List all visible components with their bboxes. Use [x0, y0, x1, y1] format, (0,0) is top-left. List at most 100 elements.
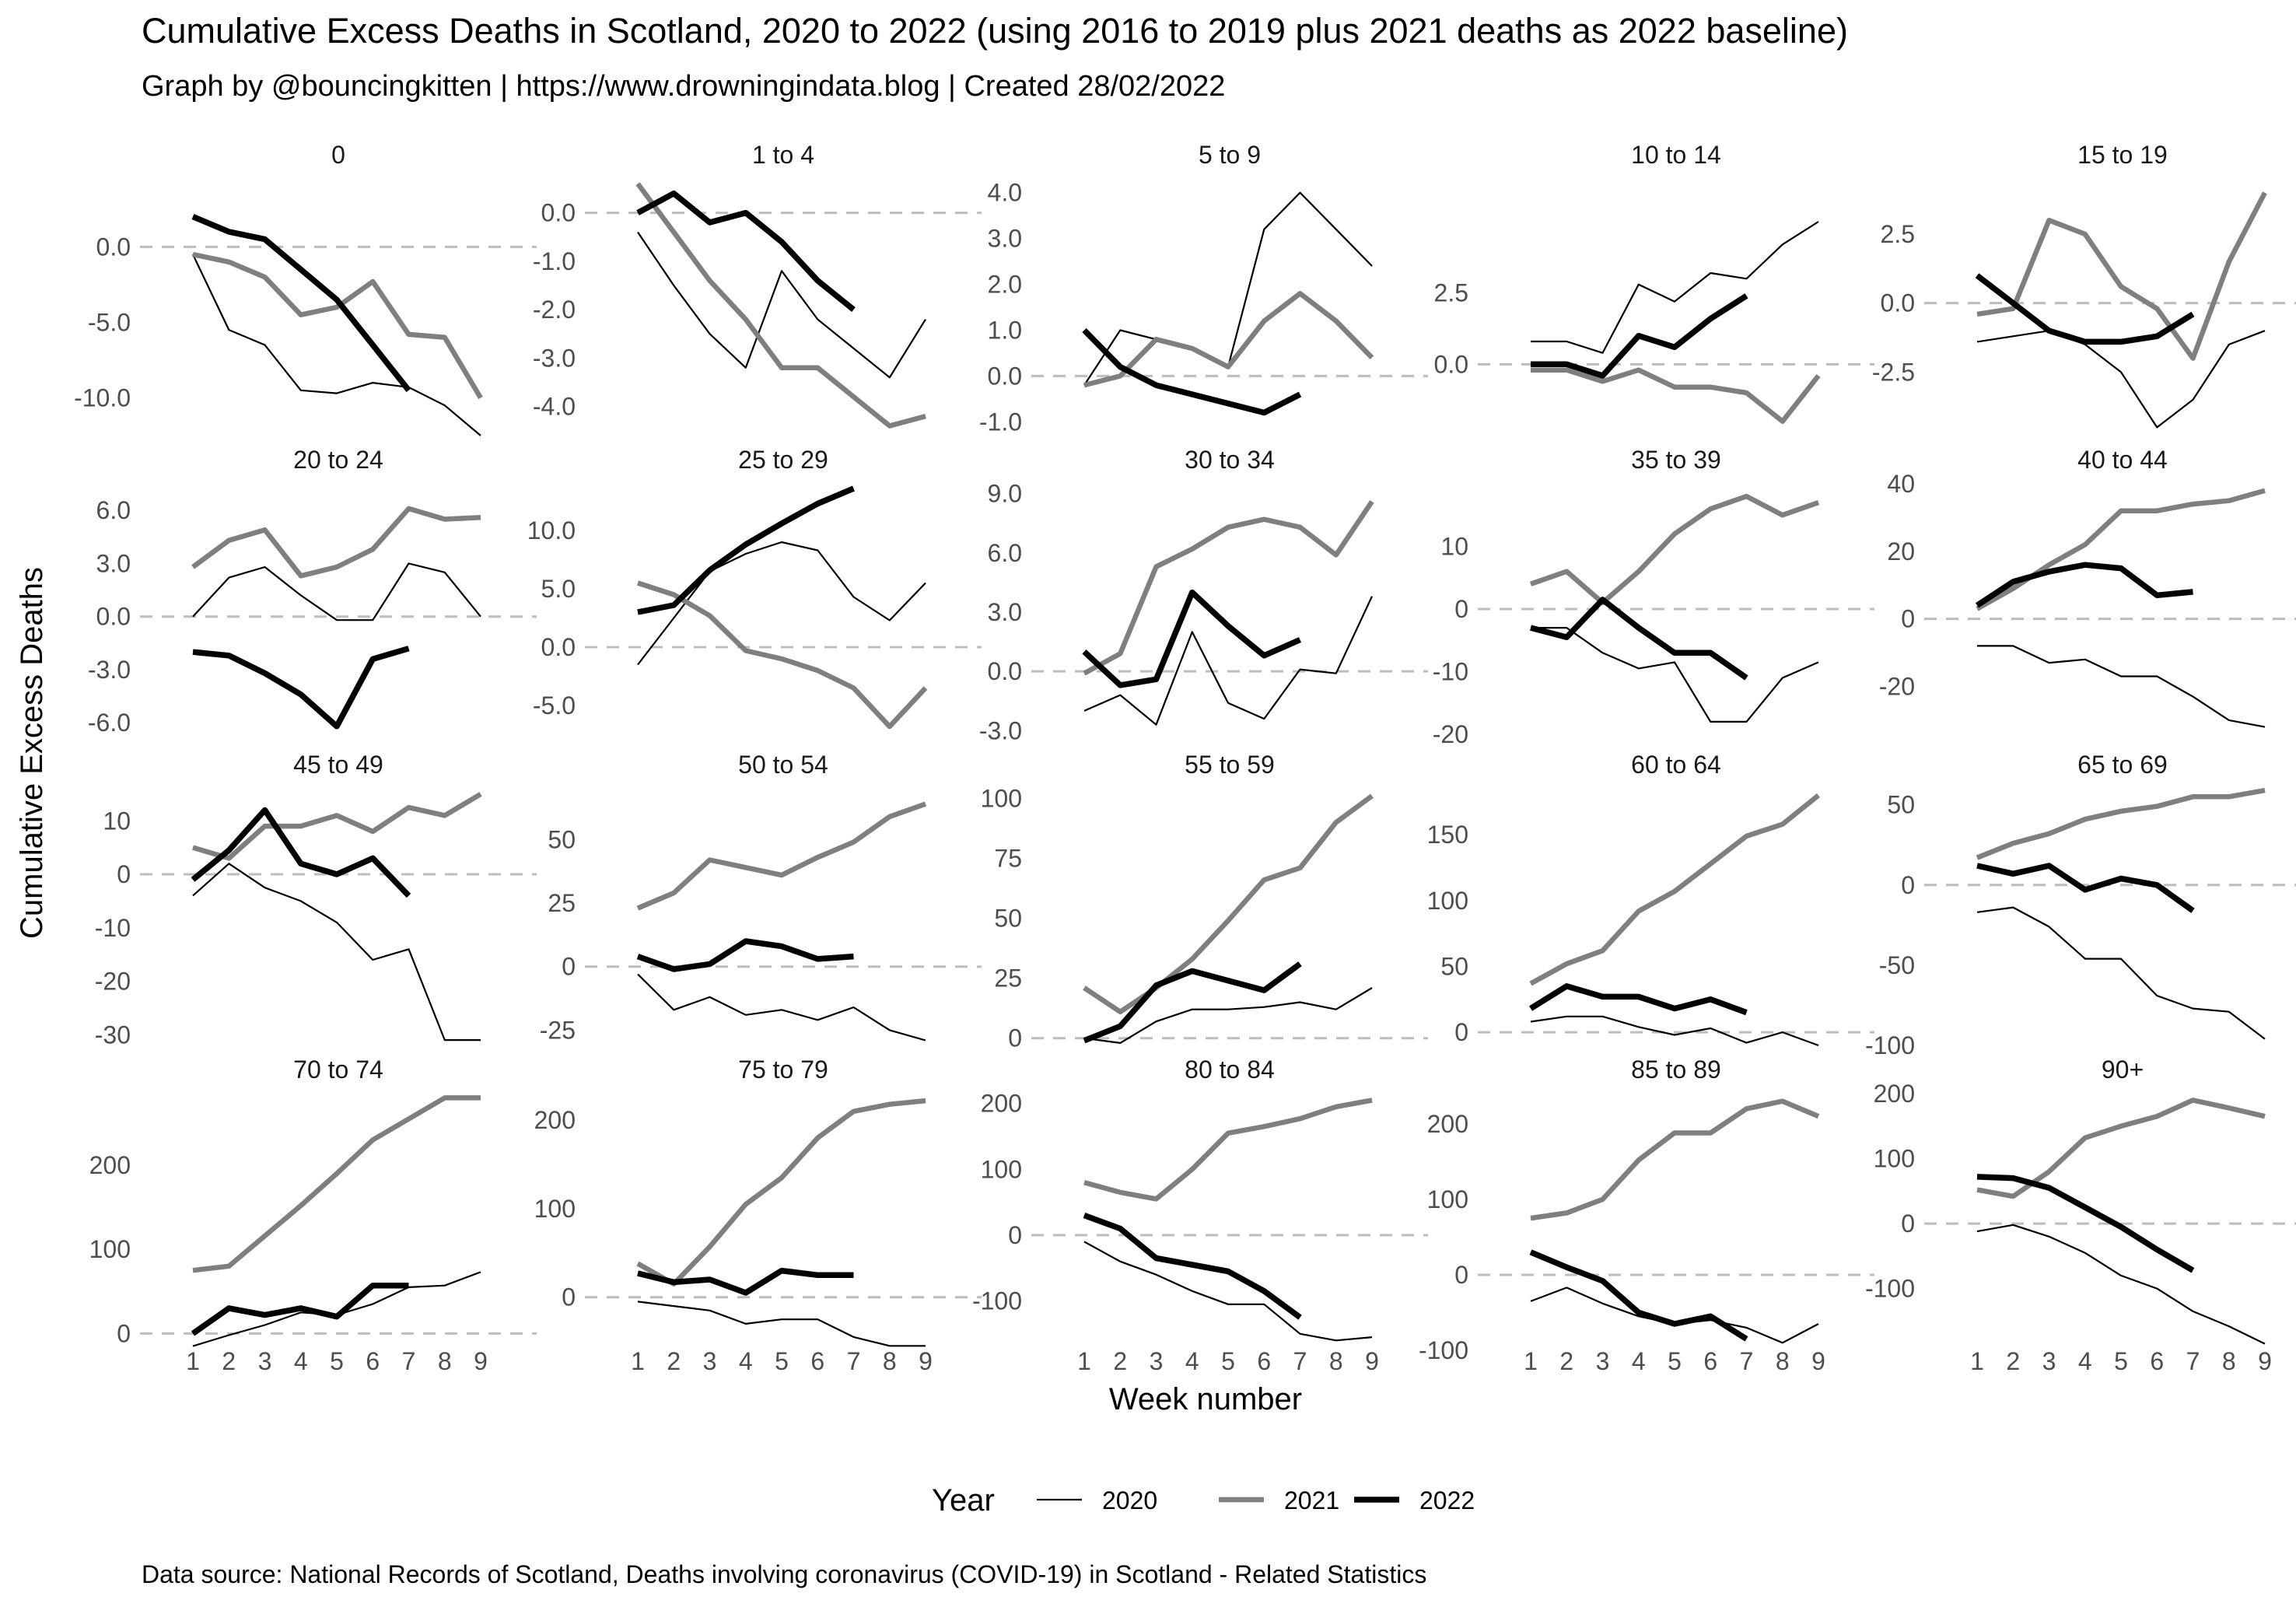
- x-tick-label: 3: [2042, 1347, 2056, 1375]
- x-tick-label: 6: [366, 1347, 380, 1375]
- x-tick-label: 2: [667, 1347, 681, 1375]
- y-tick-label: -2.5: [1872, 358, 1915, 386]
- y-tick-label: 9.0: [988, 480, 1022, 508]
- y-tick-label: 6.0: [988, 539, 1022, 567]
- y-tick-label: 2.0: [988, 271, 1022, 299]
- series-line-2022: [1975, 273, 2195, 345]
- y-tick-label: -10: [1433, 657, 1468, 685]
- y-tick-label: 20: [1887, 537, 1915, 565]
- x-tick-label: 1: [186, 1347, 200, 1375]
- y-tick-label: 0: [1008, 1024, 1022, 1052]
- series-line-2020: [1976, 1224, 2266, 1345]
- series-line-2020: [1083, 987, 1373, 1045]
- x-tick-label: 5: [1221, 1347, 1235, 1375]
- y-tick-label: -1.0: [979, 408, 1022, 436]
- y-tick-label: 50: [1887, 791, 1915, 819]
- y-axis-title: Cumulative Excess Deaths: [15, 567, 49, 939]
- y-tick-label: -100: [1865, 1275, 1915, 1303]
- x-tick-label: 3: [1150, 1347, 1164, 1375]
- series-line-2022: [191, 807, 411, 898]
- y-tick-label: 10: [1440, 532, 1468, 560]
- series-line-2022: [1975, 562, 2193, 608]
- y-tick-label: -100: [972, 1287, 1022, 1315]
- x-tick-label: 9: [1365, 1347, 1379, 1375]
- x-tick-label: 4: [294, 1347, 308, 1375]
- series-line-2022: [636, 190, 856, 313]
- series-line-2022: [1531, 293, 1748, 379]
- legend-title: Year: [932, 1483, 995, 1518]
- x-tick-label: 8: [1776, 1347, 1790, 1375]
- series-line-2021: [636, 580, 928, 730]
- y-tick-label: -50: [1879, 951, 1915, 979]
- x-tick-label: 1: [1077, 1347, 1091, 1375]
- x-tick-label: 9: [919, 1347, 933, 1375]
- x-tick-label: 1: [1524, 1347, 1538, 1375]
- series-line-2020: [1531, 221, 1819, 354]
- series-line-2021: [1083, 291, 1374, 388]
- y-tick-label: -10: [95, 914, 131, 942]
- y-tick-label: 50: [994, 905, 1022, 933]
- series-line-2022: [1529, 1249, 1748, 1342]
- x-tick-label: 9: [1811, 1347, 1825, 1375]
- x-tick-label: 4: [739, 1347, 753, 1375]
- y-tick-label: 200: [981, 1090, 1022, 1118]
- series-line-2022: [1082, 327, 1302, 416]
- series-line-2020: [637, 231, 926, 379]
- y-tick-label: -20: [1879, 673, 1915, 701]
- series-line-2021: [1976, 1098, 2266, 1199]
- x-tick-label: 7: [1740, 1347, 1754, 1375]
- y-tick-label: 100: [534, 1195, 576, 1223]
- series-line-2022: [1529, 983, 1748, 1016]
- panel-strip-label: 25 to 29: [738, 446, 828, 474]
- series-line-2020: [1976, 906, 2266, 1040]
- y-tick-label: 50: [548, 825, 576, 853]
- y-tick-label: 0: [562, 1283, 576, 1311]
- x-tick-label: 4: [1185, 1347, 1199, 1375]
- series-line-2020: [192, 863, 481, 1042]
- x-tick-label: 7: [402, 1347, 416, 1375]
- y-tick-label: 50: [1440, 952, 1468, 980]
- y-tick-label: -5.0: [533, 691, 576, 719]
- series-line-2022: [191, 1282, 409, 1336]
- x-axis-title: Week number: [1109, 1382, 1302, 1416]
- series-line-2022: [191, 214, 411, 393]
- y-tick-label: 0.0: [1881, 289, 1915, 317]
- y-tick-label: 0: [1454, 1018, 1468, 1046]
- series-line-2020: [1976, 330, 2266, 429]
- x-tick-label: 2: [1113, 1347, 1127, 1375]
- series-line-2020: [1530, 1015, 1819, 1047]
- y-tick-label: 100: [89, 1235, 131, 1263]
- y-tick-label: 25: [548, 889, 576, 917]
- panel-strip-label: 70 to 74: [293, 1056, 383, 1084]
- y-tick-label: -10.0: [74, 383, 131, 411]
- chart-title: Cumulative Excess Deaths in Scotland, 20…: [142, 11, 1848, 51]
- series-line-2022: [1083, 961, 1302, 1044]
- series-line-2021: [1531, 367, 1821, 424]
- panel-strip-label: 5 to 9: [1199, 141, 1261, 169]
- y-tick-label: 0.0: [96, 233, 131, 261]
- series-line-2022: [637, 485, 855, 615]
- y-tick-label: -3.0: [979, 716, 1022, 744]
- y-tick-label: -1.0: [533, 247, 576, 275]
- y-tick-label: 100: [981, 1155, 1022, 1183]
- x-tick-label: 1: [631, 1347, 645, 1375]
- y-tick-label: 0: [1901, 871, 1915, 899]
- panel-strip-label: 30 to 34: [1185, 446, 1275, 474]
- y-tick-label: 4.0: [988, 179, 1022, 207]
- panel-strip-label: 60 to 64: [1631, 751, 1721, 779]
- y-tick-label: 0: [1901, 605, 1915, 633]
- x-tick-label: 8: [1329, 1347, 1343, 1375]
- y-tick-label: 10: [103, 807, 131, 835]
- series-line-2021: [192, 792, 482, 861]
- y-tick-label: 0: [1901, 1210, 1915, 1238]
- series-line-2021: [192, 1095, 481, 1273]
- x-tick-label: 7: [847, 1347, 861, 1375]
- series-line-2020: [637, 1301, 926, 1347]
- y-tick-label: 0.0: [541, 199, 576, 227]
- panel-strip-label: 20 to 24: [293, 446, 383, 474]
- panel-strip-label: 0: [331, 141, 345, 169]
- series-line-2020: [192, 562, 481, 621]
- y-tick-label: 0: [1454, 1261, 1468, 1289]
- x-tick-label: 7: [1293, 1347, 1307, 1375]
- y-tick-label: 100: [1427, 887, 1468, 915]
